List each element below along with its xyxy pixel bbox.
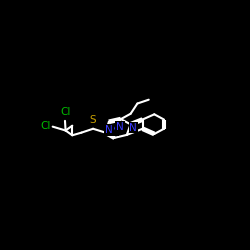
Text: N: N	[116, 122, 124, 132]
Text: Cl: Cl	[60, 108, 70, 118]
Text: S: S	[90, 115, 96, 125]
Text: Cl: Cl	[40, 121, 50, 131]
Text: N: N	[105, 125, 113, 135]
Text: N: N	[130, 122, 137, 132]
Text: N: N	[111, 125, 118, 135]
